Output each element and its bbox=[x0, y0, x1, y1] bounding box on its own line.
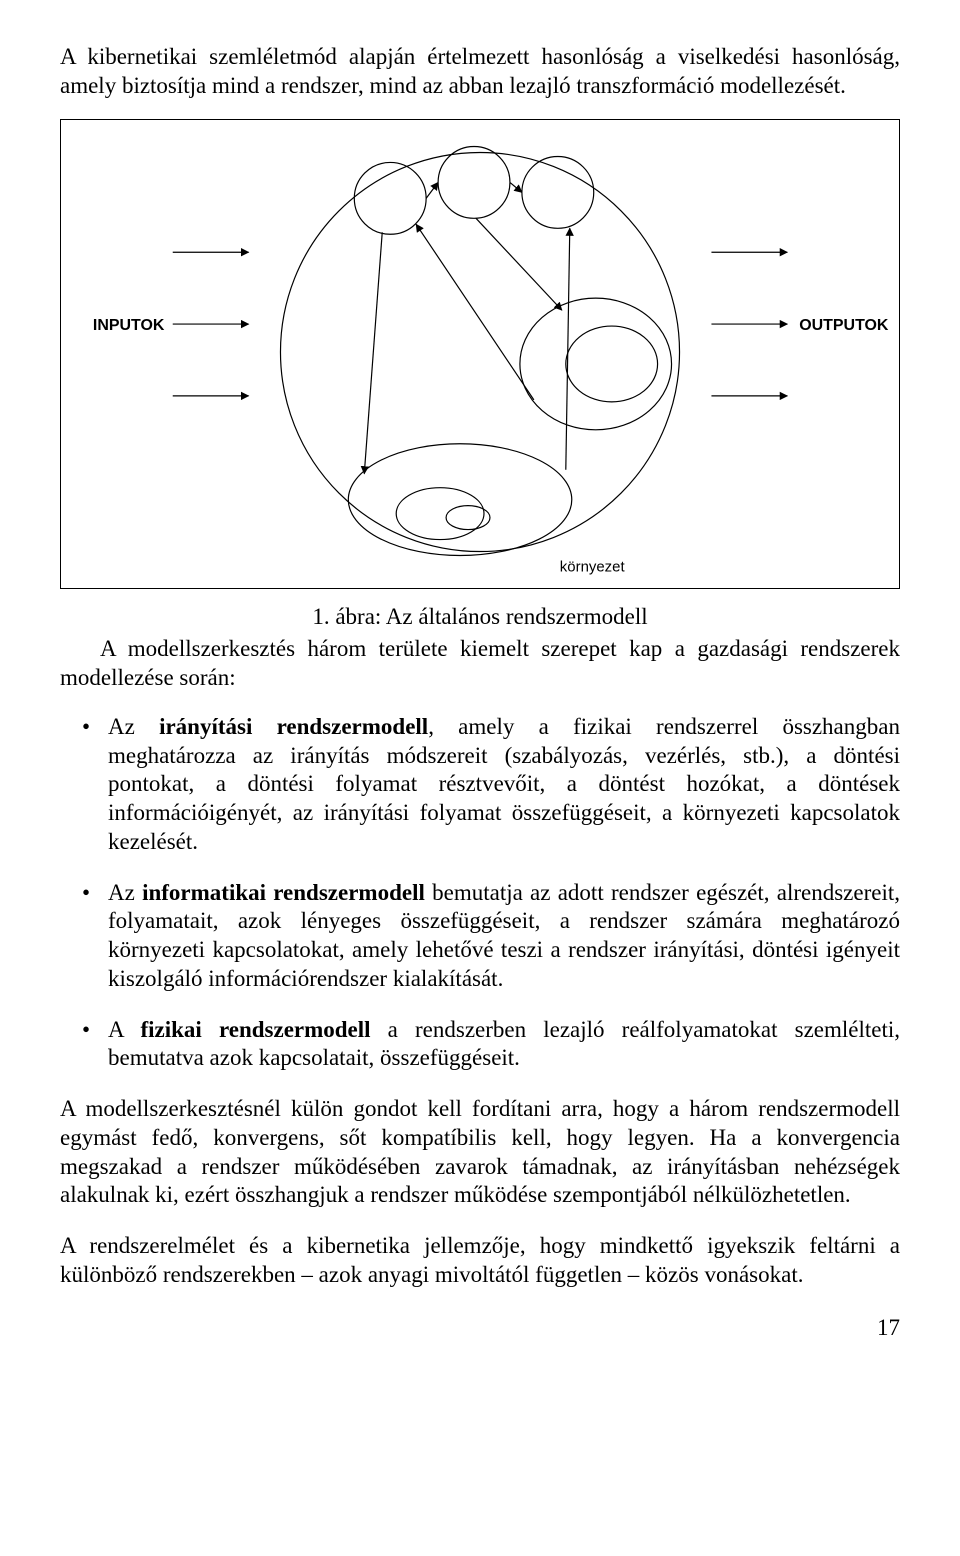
bullet-bold: fizikai rendszermodell bbox=[140, 1017, 370, 1042]
bullet-bold: irányítási rendszermodell bbox=[159, 714, 428, 739]
bullet-list: Az irányítási rendszermodell, amely a fi… bbox=[60, 713, 900, 1073]
page-number: 17 bbox=[60, 1314, 900, 1343]
list-item: Az irányítási rendszermodell, amely a fi… bbox=[60, 713, 900, 857]
environment-label: környezet bbox=[560, 558, 626, 575]
list-item: A fizikai rendszermodell a rendszerben l… bbox=[60, 1016, 900, 1074]
bullet-prefix: Az bbox=[108, 880, 142, 905]
bullet-bold: informatikai rendszermodell bbox=[142, 880, 425, 905]
figure-1-svg: INPUTOK OUTPUTOK környezet bbox=[61, 120, 899, 588]
paragraph-cybernetics: A rendszerelmélet és a kibernetika jelle… bbox=[60, 1232, 900, 1290]
figure-1-caption: 1. ábra: Az általános rendszermodell bbox=[60, 603, 900, 632]
list-item: Az informatikai rendszermodell bemutatja… bbox=[60, 879, 900, 994]
input-label: INPUTOK bbox=[93, 317, 165, 334]
lead-paragraph: A modellszerkesztés három területe kieme… bbox=[60, 635, 900, 693]
intro-paragraph: A kibernetikai szemléletmód alapján érte… bbox=[60, 43, 900, 101]
figure-1-frame: INPUTOK OUTPUTOK környezet bbox=[60, 119, 900, 589]
output-label: OUTPUTOK bbox=[799, 317, 889, 334]
page-content: A kibernetikai szemléletmód alapján érte… bbox=[0, 0, 960, 1382]
bullet-prefix: Az bbox=[108, 714, 159, 739]
paragraph-convergence: A modellszerkesztésnél külön gondot kell… bbox=[60, 1095, 900, 1210]
bullet-prefix: A bbox=[108, 1017, 140, 1042]
